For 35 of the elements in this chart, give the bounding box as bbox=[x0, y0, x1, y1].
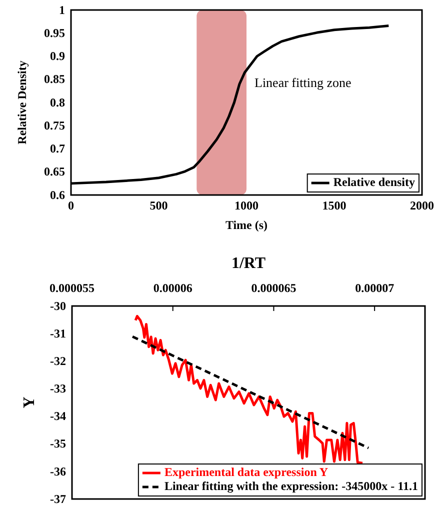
x-tick-label: 0 bbox=[68, 198, 74, 213]
y-tick-label: 0.65 bbox=[44, 164, 65, 179]
y-axis-title: Relative Density bbox=[15, 60, 29, 144]
y-tick-label: -32 bbox=[50, 354, 66, 368]
x-tick-label: 0.000065 bbox=[251, 281, 296, 295]
y-tick-label: 1 bbox=[59, 2, 65, 17]
band-label: Linear fitting zone bbox=[254, 74, 352, 90]
legend-label: Experimental data expression Y bbox=[164, 464, 328, 479]
y-tick-label: -30 bbox=[50, 298, 66, 313]
y-tick-label: 0.6 bbox=[50, 188, 65, 202]
y-tick-label: 0.95 bbox=[44, 26, 65, 40]
y-axis-title: Y bbox=[21, 396, 38, 408]
y-tick-label: 0.85 bbox=[44, 72, 65, 86]
y-tick-label: 0.7 bbox=[50, 142, 65, 156]
y-tick-label: -31 bbox=[50, 326, 66, 340]
x-tick-label: 1500 bbox=[322, 198, 346, 213]
y-tick-label: 0.75 bbox=[44, 118, 65, 132]
y-tick-label: -33 bbox=[50, 382, 66, 396]
y-tick-label: 0.8 bbox=[50, 95, 65, 110]
y-tick-label: -35 bbox=[50, 436, 66, 451]
legend-label: Relative density bbox=[333, 174, 415, 189]
line-series bbox=[134, 314, 364, 464]
x-tick-label: 500 bbox=[150, 198, 168, 213]
y-tick-label: 0.9 bbox=[50, 49, 65, 64]
y-tick-label: -36 bbox=[50, 464, 66, 478]
x-tick-label: 0.00006 bbox=[153, 281, 192, 295]
x-tick-label: 0.00007 bbox=[355, 281, 394, 295]
x-tick-label: 0.000055 bbox=[50, 281, 94, 295]
x-tick-label: 1000 bbox=[234, 198, 258, 213]
legend-label: Linear fitting with the expression: -345000x - 11.1 bbox=[164, 478, 418, 493]
x-axis-title: 1/RT bbox=[231, 255, 266, 272]
x-tick-label: 2000 bbox=[410, 198, 434, 213]
x-axis-title: Time (s) bbox=[225, 218, 268, 232]
y-tick-label: -37 bbox=[50, 492, 66, 506]
y-tick-label: -34 bbox=[50, 409, 66, 424]
